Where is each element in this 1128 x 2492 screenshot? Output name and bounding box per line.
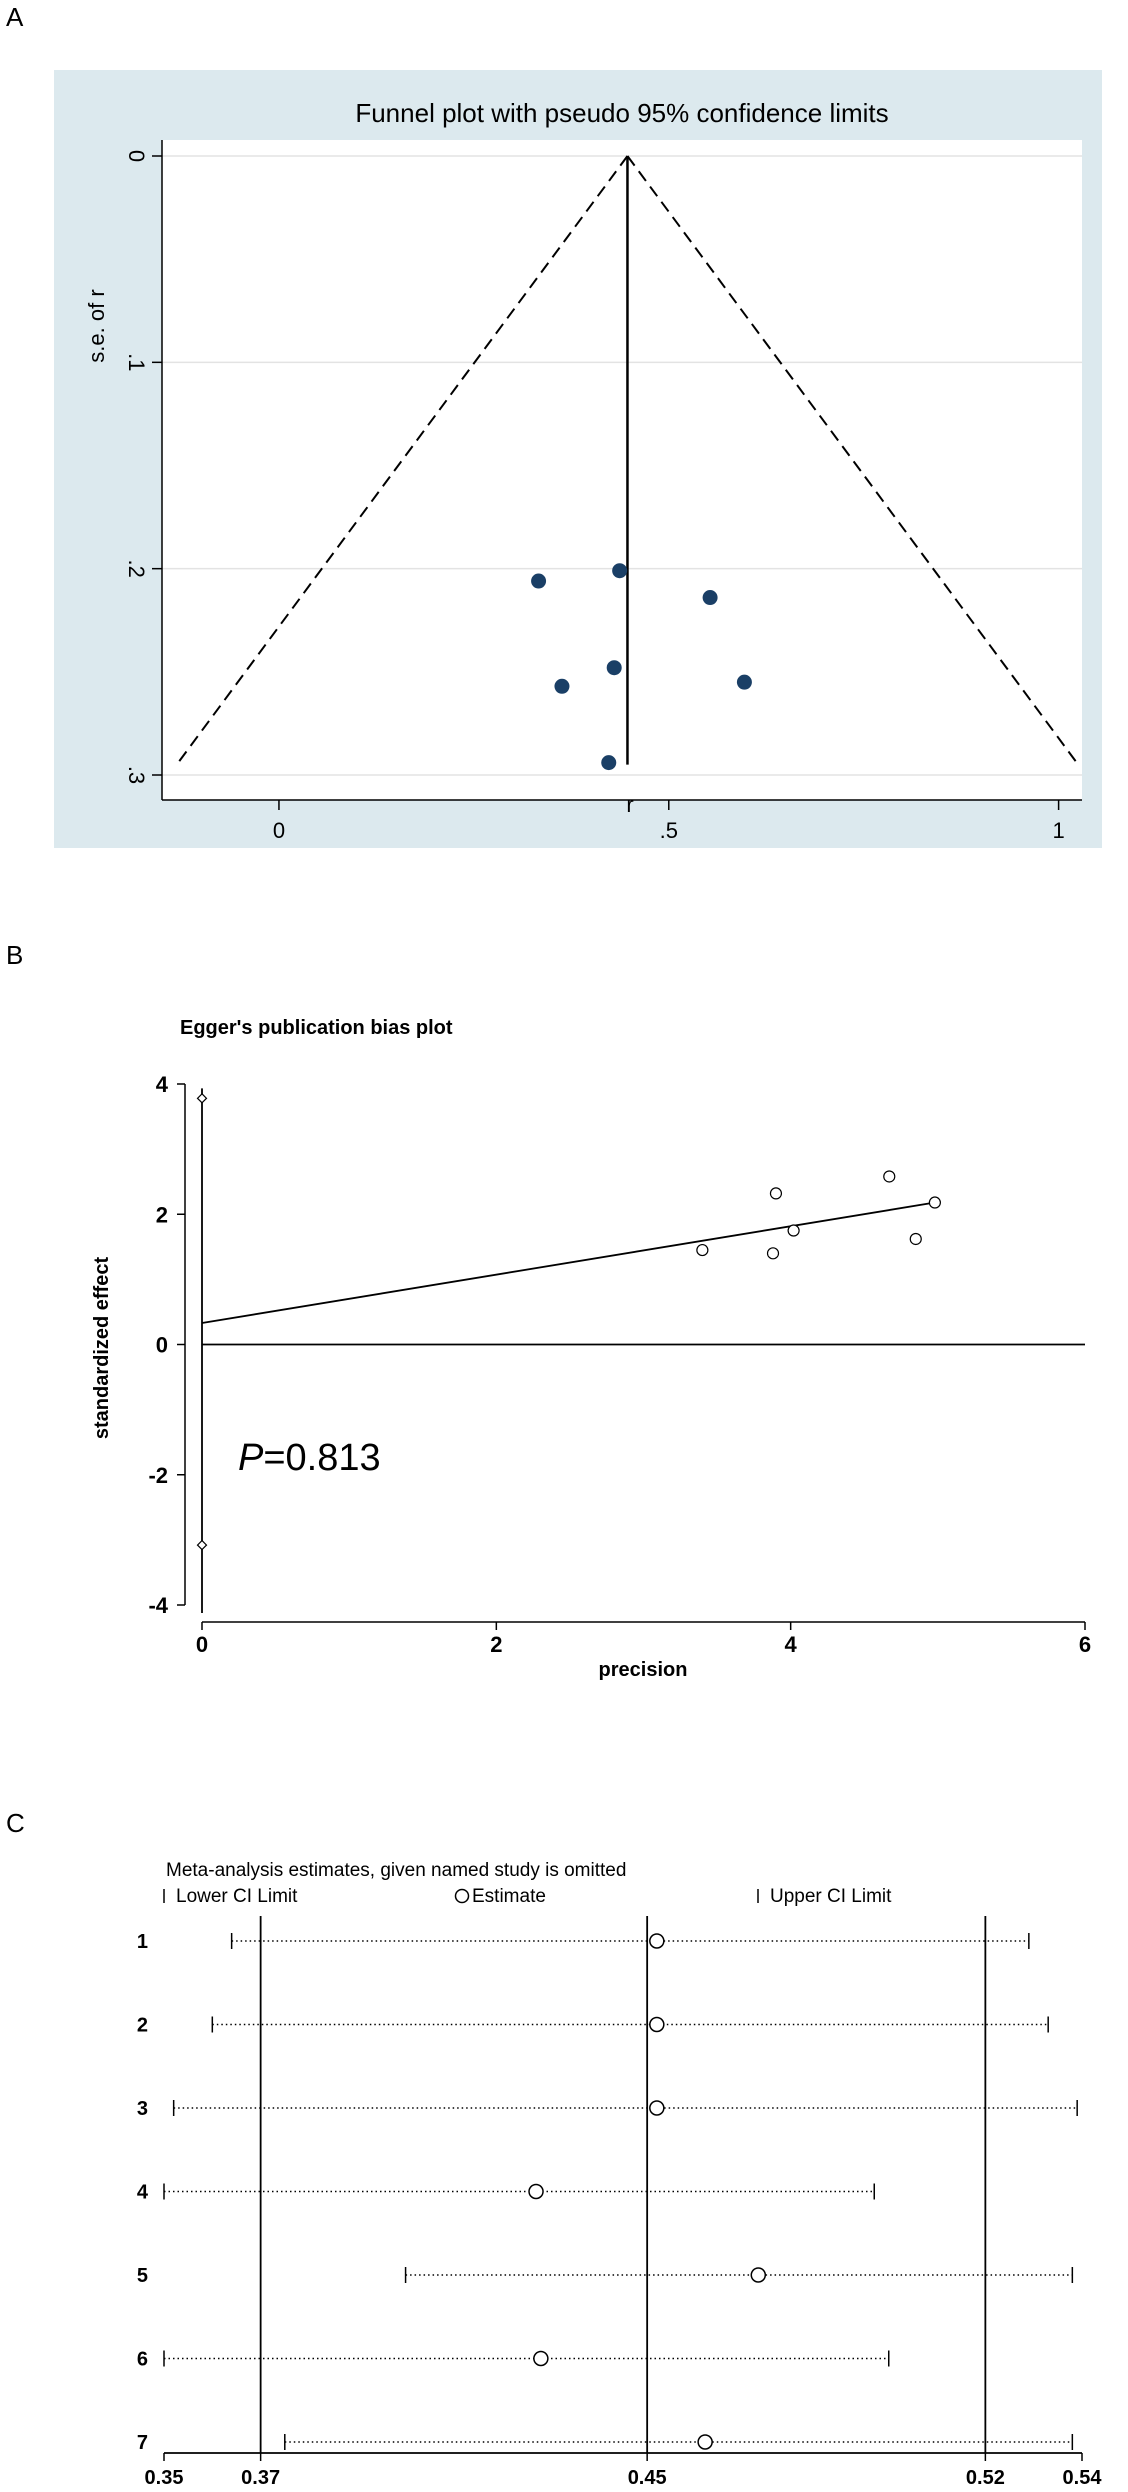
influence-estimate-2	[649, 2016, 665, 2033]
egger-point-1	[696, 1243, 709, 1257]
funnel-point-2	[612, 563, 628, 579]
influence-legend: Lower CI Limit Estimate Upper CI Limit	[163, 1886, 892, 1907]
funnel-x-axis-label: r	[626, 792, 633, 817]
egger-p-value: =0.813	[263, 1437, 380, 1479]
egger-y-tick-label-0: -4	[148, 1593, 168, 1618]
funnel-point-1	[531, 573, 547, 589]
funnel-y-tick-label-2: .2	[124, 559, 149, 577]
panel-label-b: B	[6, 940, 24, 970]
influence-row-label-4: 4	[137, 2182, 149, 2204]
influence-row-label-1: 1	[137, 1931, 148, 1953]
funnel-axes: 0 .1 .2 .3 0 .5 1	[124, 140, 1082, 843]
influence-x-tick-label-2: 0.45	[628, 2467, 667, 2489]
funnel-y-tick-label-3: .3	[124, 766, 149, 784]
funnel-x-tick-label-1: .5	[660, 818, 678, 843]
funnel-lines	[175, 155, 1080, 766]
influence-estimate-3	[649, 2100, 665, 2116]
funnel-point-5	[606, 660, 622, 676]
funnel-point-3	[702, 590, 718, 606]
egger-y-tick-label-4: 4	[156, 1072, 169, 1097]
influence-estimate-1	[649, 1933, 665, 1949]
influence-estimate-5	[750, 2267, 767, 2283]
egger-y-axis-label: standardized effect	[91, 1257, 113, 1440]
legend-lower-label: Lower CI Limit	[176, 1886, 298, 1907]
egger-intercept-ci-marker-2	[196, 1539, 208, 1551]
influence-plot-title: Meta-analysis estimates, given named stu…	[166, 1860, 626, 1881]
legend-upper-label: Upper CI Limit	[770, 1886, 892, 1907]
egger-x-tick-label-2: 4	[785, 1632, 798, 1657]
funnel-y-tick-label-0: 0	[124, 150, 149, 162]
funnel-left-ci-line	[175, 155, 629, 766]
egger-plot-title: Egger's publication bias plot	[180, 1017, 453, 1039]
funnel-point-4	[554, 678, 570, 694]
egger-point-5	[883, 1170, 896, 1183]
egger-point-2	[769, 1187, 783, 1200]
funnel-plot-title: Funnel plot with pseudo 95% confidence l…	[355, 98, 888, 128]
egger-y-tick-label-2: 0	[156, 1333, 168, 1358]
funnel-right-ci-line	[626, 155, 1080, 766]
egger-x-tick-label-1: 2	[490, 1632, 502, 1657]
egger-point-3	[766, 1247, 780, 1260]
egger-y-tick-label-3: 2	[156, 1202, 168, 1227]
influence-x-tick-label-3: 0.52	[966, 2467, 1005, 2489]
influence-row-label-5: 5	[137, 2265, 148, 2287]
influence-estimate-7	[697, 2434, 713, 2450]
influence-x-tick-label-4: 0.54	[1063, 2467, 1103, 2489]
egger-point-4	[787, 1224, 800, 1237]
influence-row-label-2: 2	[137, 2015, 148, 2037]
influence-row-label-7: 7	[137, 2432, 148, 2454]
funnel-points	[531, 563, 752, 771]
funnel-y-axis-label: s.e. of r	[84, 289, 109, 362]
influence-row-label-6: 6	[137, 2349, 148, 2371]
influence-row-label-3: 3	[137, 2098, 148, 2120]
egger-plot-content	[196, 1088, 1085, 1613]
egger-x-tick-label-3: 6	[1079, 1632, 1091, 1657]
funnel-x-tick-label-2: 1	[1052, 818, 1064, 843]
egger-point-6	[928, 1196, 941, 1209]
egger-point-7	[909, 1232, 922, 1246]
influence-plot: Meta-analysis estimates, given named stu…	[137, 1860, 1103, 2489]
egger-x-tick-label-0: 0	[196, 1632, 208, 1657]
egger-plot: Egger's publication bias plot -4 -2 0 2 4 0 2 4…	[91, 1017, 1091, 1681]
funnel-y-tick-label-1: .1	[124, 353, 149, 371]
egger-p-annotation: P=0.813	[238, 1437, 381, 1479]
panel-label-a: A	[6, 2, 24, 32]
influence-estimate-4	[528, 2183, 544, 2200]
egger-y-tick-label-1: -2	[148, 1463, 168, 1488]
influence-estimate-6	[533, 2350, 549, 2367]
funnel-point-6	[736, 674, 752, 690]
egger-axes: -4 -2 0 2 4 0 2 4 6	[148, 1072, 1091, 1657]
funnel-x-tick-label-0: 0	[273, 818, 285, 843]
influence-plot-content: 1 2 3 4 5 6 7	[137, 1916, 1078, 2454]
legend-estimate-label: Estimate	[472, 1886, 546, 1907]
funnel-point-7	[601, 755, 617, 771]
influence-x-tick-label-0: 0.35	[145, 2467, 184, 2489]
legend-estimate-marker	[454, 1888, 470, 1904]
egger-intercept-ci-marker-1	[196, 1092, 208, 1104]
panel-label-c: C	[6, 1808, 25, 1838]
influence-axes: 0.35 0.37 0.45 0.52 0.54	[145, 2452, 1103, 2489]
funnel-plot-area	[162, 140, 1082, 800]
funnel-plot: Funnel plot with pseudo 95% confidence l…	[54, 70, 1102, 848]
egger-regression-line	[201, 1201, 936, 1324]
egger-x-axis-label: precision	[599, 1659, 688, 1681]
egger-p-italic: P	[238, 1437, 264, 1479]
influence-x-tick-label-1: 0.37	[241, 2467, 280, 2489]
